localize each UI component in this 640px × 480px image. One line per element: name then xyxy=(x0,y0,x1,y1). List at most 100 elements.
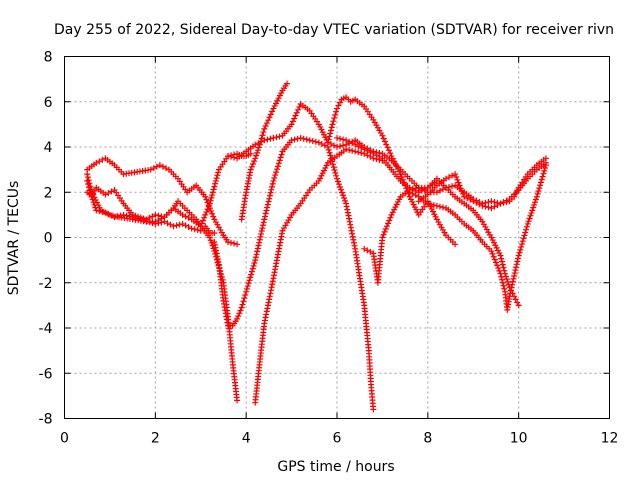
data-point xyxy=(386,217,393,224)
data-point xyxy=(247,166,254,173)
data-point xyxy=(267,135,274,142)
y-axis-label: SDTVAR / TECUs xyxy=(6,181,22,296)
data-point xyxy=(485,199,492,206)
data-point xyxy=(337,99,344,106)
data-point xyxy=(250,262,257,269)
data-point xyxy=(274,166,281,173)
data-point xyxy=(291,115,298,122)
data-point xyxy=(498,255,505,262)
data-point xyxy=(348,227,355,234)
data-point xyxy=(214,172,221,179)
data-point xyxy=(318,140,325,147)
data-point xyxy=(326,133,333,140)
data-point xyxy=(503,276,510,283)
data-point xyxy=(129,214,136,221)
data-point xyxy=(467,196,474,203)
data-point xyxy=(499,276,506,283)
data-point xyxy=(91,201,98,208)
data-point xyxy=(335,178,342,185)
data-point xyxy=(265,299,272,306)
data-point xyxy=(141,217,148,224)
data-point xyxy=(241,295,248,302)
data-point xyxy=(436,187,443,194)
data-point xyxy=(120,211,127,218)
data-point xyxy=(212,180,219,187)
data-point xyxy=(263,120,270,127)
data-point xyxy=(494,202,501,209)
data-point xyxy=(344,206,351,213)
data-point xyxy=(167,221,174,228)
data-point xyxy=(225,239,231,246)
data-point xyxy=(452,171,459,178)
data-point xyxy=(384,144,391,151)
data-point xyxy=(102,191,109,198)
data-point xyxy=(96,208,103,215)
data-point xyxy=(86,184,93,191)
data-point xyxy=(244,283,251,290)
data-point xyxy=(198,220,205,227)
data-point xyxy=(349,233,356,240)
data-point xyxy=(418,187,425,194)
data-point xyxy=(275,160,282,167)
data-point xyxy=(337,143,344,150)
data-point xyxy=(517,246,524,253)
data-point xyxy=(108,188,115,195)
data-point xyxy=(516,249,523,256)
data-point xyxy=(255,144,262,151)
data-point xyxy=(488,248,495,255)
data-point xyxy=(170,223,177,230)
data-point xyxy=(383,223,390,230)
y-tick-label: -4 xyxy=(39,321,53,337)
data-point xyxy=(263,207,270,214)
data-series xyxy=(84,155,241,248)
data-point xyxy=(269,281,276,288)
data-point xyxy=(512,190,519,197)
data-point xyxy=(500,282,507,289)
chart-title: Day 255 of 2022, Sidereal Day-to-day VTE… xyxy=(54,22,614,38)
y-tick-label: 2 xyxy=(44,185,53,201)
data-point xyxy=(427,201,434,208)
data-point xyxy=(439,186,446,193)
x-axis-label: GPS time / hours xyxy=(277,459,394,475)
data-point xyxy=(525,218,532,225)
data-point xyxy=(515,252,522,259)
data-point xyxy=(203,196,210,203)
data-point xyxy=(536,185,543,192)
data-point xyxy=(254,149,261,156)
data-point xyxy=(271,174,278,181)
data-point xyxy=(507,287,514,294)
data-point xyxy=(266,296,273,303)
data-point xyxy=(209,210,216,217)
data-point xyxy=(341,195,348,202)
data-point xyxy=(248,163,255,170)
data-point xyxy=(259,225,266,232)
data-point xyxy=(381,228,388,235)
data-point xyxy=(234,315,241,322)
data-point xyxy=(457,185,464,192)
data-point xyxy=(261,317,268,324)
data-point xyxy=(358,150,365,157)
data-point xyxy=(247,274,254,281)
data-point xyxy=(361,245,368,252)
data-point xyxy=(194,226,201,233)
data-point xyxy=(179,220,186,227)
data-point xyxy=(158,219,165,226)
y-tick-label: 0 xyxy=(44,231,53,247)
data-point xyxy=(455,179,462,186)
data-point xyxy=(452,241,459,248)
data-point xyxy=(256,236,263,243)
data-point xyxy=(269,278,276,285)
data-point xyxy=(173,222,180,229)
data-point xyxy=(262,122,269,129)
data-point xyxy=(542,164,549,171)
data-point xyxy=(345,212,352,219)
data-point xyxy=(258,138,265,145)
data-point xyxy=(185,214,192,221)
data-point xyxy=(488,198,495,205)
data-point xyxy=(253,152,260,159)
data-point xyxy=(424,200,431,207)
data-point xyxy=(255,140,262,147)
data-point xyxy=(234,397,241,404)
data-point xyxy=(276,133,283,140)
data-point xyxy=(264,201,271,208)
